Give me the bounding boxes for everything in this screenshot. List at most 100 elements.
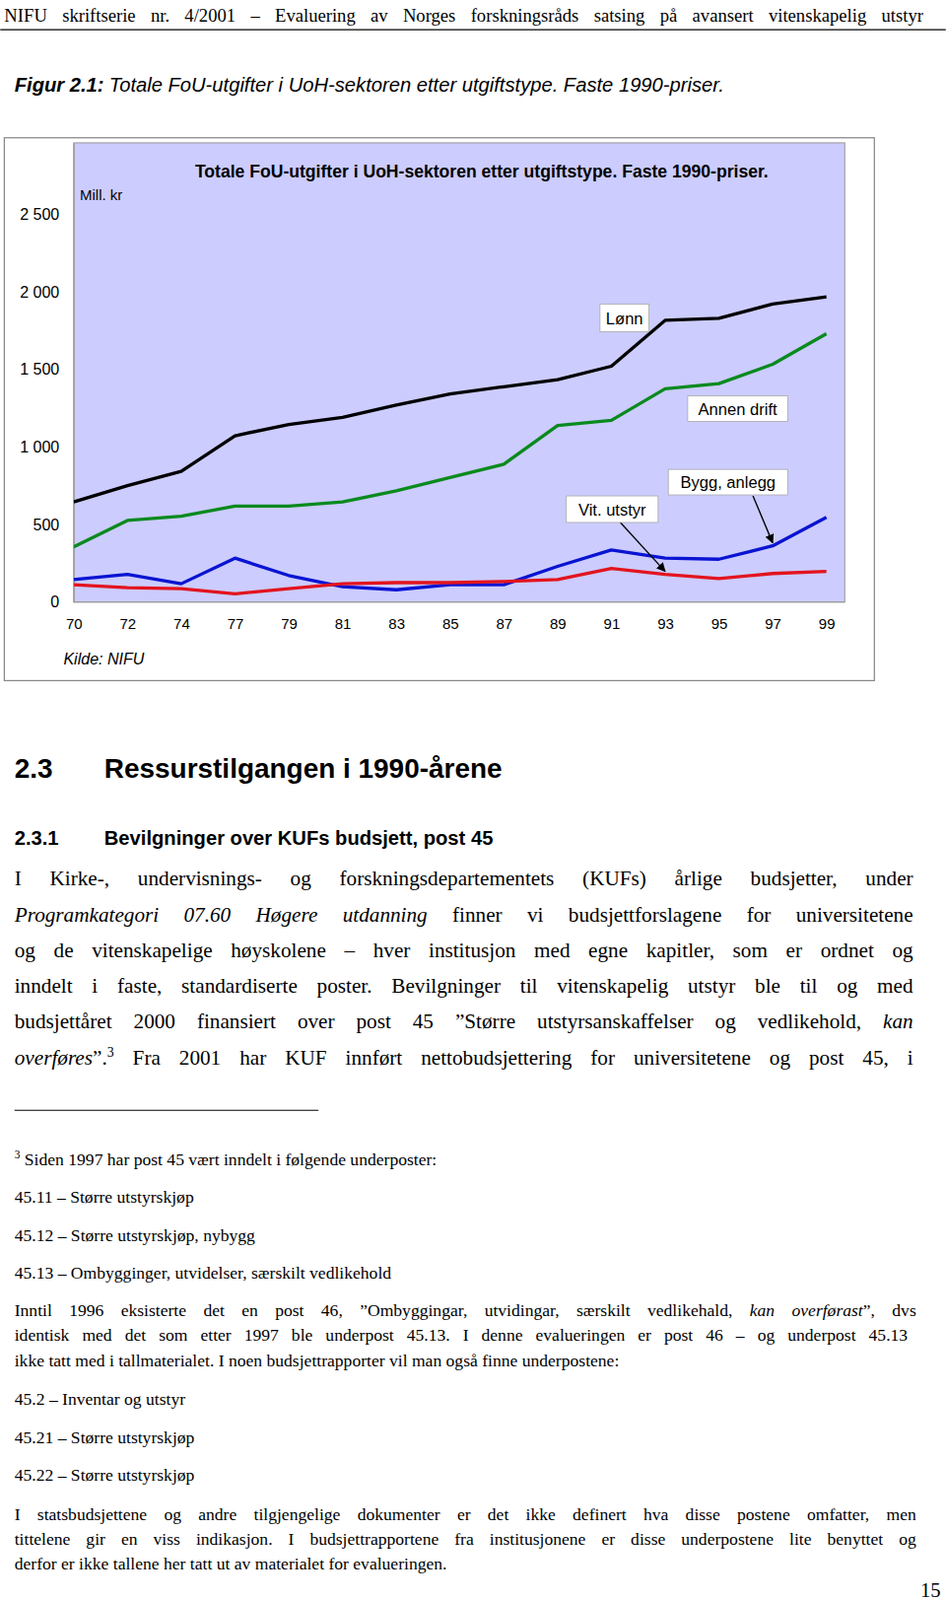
footnote-line: 45.11 – Større utstyrskjøp (14, 1186, 195, 1207)
x-tick-label: 99 (818, 614, 836, 632)
series-line (73, 333, 827, 546)
page-number: 15 (920, 1578, 942, 1600)
x-tick: 70 (66, 602, 83, 632)
footnote-line: derfor er ikke tallene her tatt ut av ma… (14, 1553, 448, 1573)
footnote-line: 45.2 – Inventar og utstyr (14, 1388, 186, 1409)
y-tick-label: 2 000 (19, 282, 60, 301)
x-tick: 85 (442, 602, 460, 632)
series-label: Annen drift (698, 400, 778, 419)
y-axis-title: Mill. kr (79, 186, 123, 203)
text-span: finner vi budsjettforslagene for univers… (427, 902, 914, 927)
x-tick: 91 (604, 602, 621, 632)
footnote-line: Inntil 1996 eksisterte det en post 46, ”… (14, 1299, 917, 1320)
body-line: inndelt i faste, standardiserte poster. … (14, 973, 914, 998)
x-tick: 83 (388, 602, 406, 632)
series-label: Bygg, anlegg (679, 473, 776, 492)
footnote-rule (14, 1109, 319, 1111)
text-span: Inntil 1996 eksisterte det en post 46, ”… (14, 1299, 750, 1320)
label-arrow (620, 522, 666, 572)
text-span: budsjettåret 2000 finansiert over post 4… (14, 1009, 883, 1033)
text-span: I Kirke-, undervisnings- og forskningsde… (14, 866, 914, 890)
text-span: 45.11 – Større utstyrskjøp (14, 1186, 195, 1207)
section-title: Ressurstilgangen i 1990-årene (104, 752, 503, 784)
footnote-line: I statsbudsjettene og andre tilgjengelig… (14, 1503, 917, 1524)
x-tick-label: 95 (711, 614, 729, 632)
x-tick-label: 89 (549, 614, 567, 632)
text-span: ”, dvs (863, 1299, 917, 1320)
y-tick-label: 500 (33, 515, 61, 534)
body-line: og de vitenskapelige høyskolene – hver i… (14, 938, 914, 962)
text-span: 45.2 – Inventar og utstyr (14, 1388, 186, 1409)
x-tick-label: 87 (495, 614, 513, 632)
y-tick: 1 000 (19, 437, 74, 456)
footnote-line: 45.13 – Ombygginger, utvidelser, særskil… (14, 1262, 393, 1283)
x-tick: 81 (335, 602, 352, 632)
x-tick: 89 (549, 602, 567, 632)
y-axis: 05001 0001 5002 0002 500 (19, 142, 74, 610)
x-tick: 79 (280, 602, 298, 632)
x-tick-label: 74 (173, 614, 191, 632)
label-box (566, 495, 659, 523)
y-tick: 0 (50, 592, 73, 610)
y-axis-line (73, 142, 75, 603)
x-tick-label: 91 (604, 614, 621, 632)
body-line: overføres”.3 Fra 2001 har KUF innført ne… (14, 1044, 914, 1070)
series-label: Vit. utstyr (578, 500, 647, 520)
footnote-line: tittelene gir en viss indikasjon. I buds… (14, 1528, 917, 1549)
footnote-line: 3 Siden 1997 har post 45 vært inndelt i … (14, 1148, 438, 1169)
x-tick: 77 (227, 602, 245, 632)
y-tick: 1 500 (19, 359, 74, 378)
series-label: Lønn (606, 309, 644, 329)
x-tick-label: 70 (66, 614, 83, 632)
text-span: ikke tatt med i tallmaterialet. I noen b… (14, 1350, 620, 1370)
text-span: identisk med det som etter 1997 ble unde… (14, 1324, 909, 1345)
text-span: 45.13 – Ombygginger, utvidelser, særskil… (14, 1262, 393, 1283)
x-axis: 707274777981838587899193959799 (66, 602, 845, 632)
x-tick-label: 85 (442, 614, 460, 632)
subsection-title: Bevilgninger over KUFs budsjett, post 45 (104, 826, 494, 849)
page: NIFU skriftserie nr. 4/2001 – Evaluering… (0, 0, 946, 1600)
x-tick: 93 (657, 602, 675, 632)
plot-area (73, 142, 846, 603)
y-tick: 500 (33, 515, 74, 534)
subsection-number: 2.3.1 (14, 826, 60, 849)
y-tick-label: 0 (50, 592, 60, 610)
y-tick: 2 000 (19, 282, 74, 301)
text-span: 45.12 – Større utstyrskjøp, nybygg (14, 1224, 256, 1245)
source-note: Kilde: NIFU (63, 649, 144, 668)
x-axis-line (73, 601, 846, 603)
x-tick: 87 (495, 602, 513, 632)
x-tick-label: 83 (388, 614, 406, 632)
text-span: inndelt i faste, standardiserte poster. … (14, 973, 914, 998)
text-span: tittelene gir en viss indikasjon. I buds… (14, 1528, 917, 1549)
label-box (668, 469, 788, 495)
section-number: 2.3 (14, 752, 54, 784)
text-span: derfor er ikke tallene her tatt ut av ma… (14, 1553, 448, 1573)
series-labels: Lønn Annen drift Bygg, anlegg Vit. utstyr (566, 303, 789, 571)
footnote-line: 45.12 – Større utstyrskjøp, nybygg (14, 1224, 256, 1245)
x-tick: 99 (818, 602, 836, 632)
x-tick: 95 (711, 602, 729, 632)
footnote-line: ikke tatt med i tallmaterialet. I noen b… (14, 1350, 620, 1370)
text-span: overføres (14, 1045, 93, 1070)
x-tick-label: 93 (657, 614, 675, 632)
caption-text: Totale FoU-utgifter i UoH-sektoren etter… (109, 73, 725, 96)
x-tick-label: 77 (227, 614, 245, 632)
chart-title: Totale FoU-utgifter i UoH-sektoren etter… (195, 161, 769, 182)
body-line: Programkategori 07.60 Høgere utdanning f… (13, 902, 914, 927)
caption-label: Figur 2.1: (14, 73, 105, 96)
series-line (73, 296, 827, 502)
footnote-line: identisk med det som etter 1997 ble unde… (14, 1324, 909, 1345)
text-span: I statsbudsjettene og andre tilgjengelig… (14, 1503, 917, 1524)
text-span: 45.22 – Større utstyrskjøp (14, 1464, 196, 1485)
y-tick-label: 1 000 (19, 437, 60, 456)
series-line (73, 568, 827, 595)
body-line: I Kirke-, undervisnings- og forskningsde… (14, 866, 914, 890)
x-tick-label: 97 (764, 614, 782, 632)
lines (73, 296, 827, 594)
figure-caption: Figur 2.1:Totale FoU-utgifter i UoH-sekt… (14, 73, 725, 96)
footnote-line: 45.21 – Større utstyrskjøp (14, 1426, 196, 1447)
text-span: Siden 1997 har post 45 vært inndelt i fø… (19, 1148, 437, 1169)
header-rule (0, 28, 946, 30)
chart-frame (3, 137, 875, 681)
